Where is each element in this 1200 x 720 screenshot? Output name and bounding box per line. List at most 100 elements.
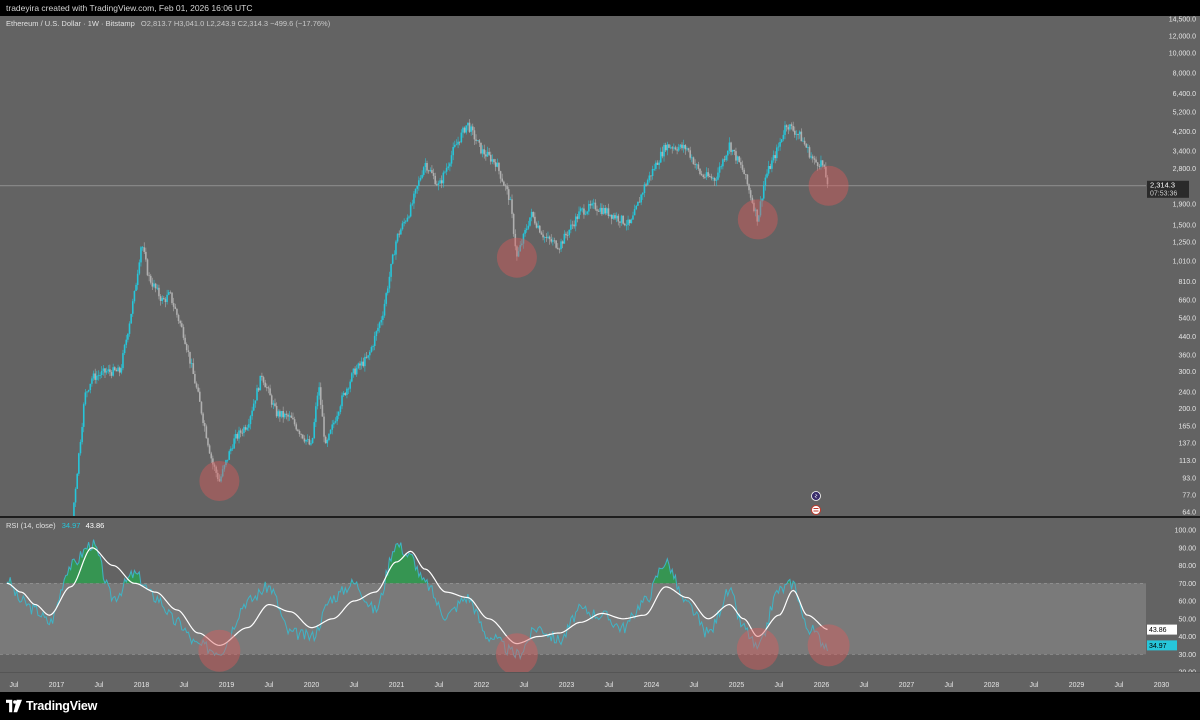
footer-bar: TradingView <box>0 692 1200 720</box>
candle-body <box>385 293 387 304</box>
price-tick-label: 660.0 <box>1178 297 1196 304</box>
rsi-low-highlight <box>495 633 538 676</box>
candle-body <box>691 157 693 159</box>
candle-body <box>511 199 513 214</box>
candle-body <box>418 180 420 186</box>
candle-body <box>244 427 247 430</box>
candle-body <box>574 216 577 227</box>
candle-body <box>676 149 678 151</box>
candle-body <box>656 162 659 165</box>
candle-body <box>823 165 826 167</box>
candle-body <box>486 151 489 157</box>
price-tick-label: 113.0 <box>1179 458 1196 465</box>
candle-body <box>677 147 680 151</box>
candle-body <box>373 335 376 346</box>
candle-body <box>442 172 445 184</box>
rsi-pane[interactable]: RSI (14, close) 34.97 43.86 <box>0 518 1146 676</box>
flag-stripe-icon <box>813 510 819 512</box>
candle-body <box>277 411 280 417</box>
candle-body <box>744 174 747 175</box>
candle-body <box>130 313 132 324</box>
candle-body <box>550 239 553 242</box>
candle-body <box>105 371 108 373</box>
chart-area[interactable]: Ethereum / U.S. Dollar · 1W · Bitstamp O… <box>0 16 1200 692</box>
candle-body <box>748 184 750 191</box>
candle-body <box>624 223 626 226</box>
candle-body <box>635 205 638 210</box>
candle-body <box>493 159 495 163</box>
candle-body <box>236 434 239 439</box>
rsi-tick-label: 60.00 <box>1178 599 1196 606</box>
event-icons[interactable] <box>811 491 821 515</box>
candle-body <box>225 460 227 466</box>
candle-body <box>494 162 497 167</box>
candle-body <box>503 181 505 186</box>
candle-body <box>352 368 355 374</box>
candle-body <box>200 401 203 414</box>
candle-body <box>604 208 606 214</box>
time-tick-label: Jul <box>690 682 699 689</box>
us-flag-event-icon[interactable] <box>811 505 821 515</box>
candle-body <box>89 383 92 390</box>
candle-body <box>145 251 147 260</box>
rsi-ma-legend-value: 43.86 <box>86 521 105 530</box>
candle-body <box>452 147 454 156</box>
candle-body <box>369 351 371 356</box>
time-axis[interactable]: Jul 2017 Jul 2018 Jul 2019 Jul 2020 Jul 2021 Jul 20… <box>0 672 1200 692</box>
time-tick-label: 2024 <box>644 682 660 689</box>
rsi-title: RSI (14, close) <box>6 521 56 530</box>
price-axis[interactable]: 14,500.0 12,000.0 10,000.0 8,000.0 6,400.0 5,… <box>1146 16 1200 517</box>
candle-body <box>140 247 142 263</box>
candle-body <box>514 233 517 247</box>
candle-body <box>713 178 716 181</box>
candle-body <box>480 142 482 154</box>
candle-body <box>542 234 544 238</box>
candle-body <box>682 145 685 149</box>
price-tick-label: 4,200.0 <box>1173 129 1196 136</box>
candle-body <box>539 225 541 233</box>
candle-body <box>151 282 154 287</box>
candle-body <box>339 406 342 412</box>
candle-body <box>699 168 701 174</box>
candle-body <box>110 372 113 376</box>
candle-body <box>280 411 283 417</box>
tradingview-logo[interactable]: TradingView <box>6 699 97 713</box>
rsi-tick-label: 30.00 <box>1178 652 1196 659</box>
candle-body <box>212 458 214 465</box>
candle-body <box>686 148 688 150</box>
candle-body <box>414 188 417 194</box>
candle-body <box>293 419 296 425</box>
candle-body <box>133 291 136 302</box>
candle-body <box>669 147 672 149</box>
price-low-highlight <box>808 165 849 206</box>
candle-body <box>197 387 199 392</box>
candle-body <box>306 439 309 440</box>
candle-body <box>643 184 646 193</box>
candle-body <box>143 247 146 252</box>
candle-body <box>270 395 273 405</box>
candle-body <box>84 392 87 405</box>
candle-body <box>171 292 173 304</box>
candle-body <box>203 423 206 427</box>
candle-body <box>756 209 759 222</box>
price-pane[interactable]: Ethereum / U.S. Dollar · 1W · Bitstamp O… <box>0 16 1146 692</box>
candle-body <box>223 465 226 470</box>
candle-body <box>525 228 528 231</box>
candle-body <box>501 178 504 182</box>
candle-body <box>462 127 464 133</box>
chart-svg[interactable]: Ethereum / U.S. Dollar · 1W · Bitstamp O… <box>0 16 1200 692</box>
rsi-axis[interactable]: 100.00 90.00 80.00 70.00 60.00 50.00 40.00 30.0… <box>1146 518 1200 677</box>
candle-body <box>620 215 623 223</box>
price-tick-label: 12,000.0 <box>1169 34 1196 41</box>
candle-body <box>548 236 551 240</box>
candle-body <box>473 130 476 140</box>
candle-body <box>743 169 745 175</box>
candle-body <box>498 162 500 172</box>
time-tick-label: Jul <box>605 682 614 689</box>
candle-body <box>416 185 419 189</box>
candle-body <box>202 413 204 423</box>
candle-body <box>619 221 621 223</box>
candle-body <box>400 229 402 235</box>
candle-body <box>646 180 649 185</box>
candle-body <box>759 201 762 216</box>
